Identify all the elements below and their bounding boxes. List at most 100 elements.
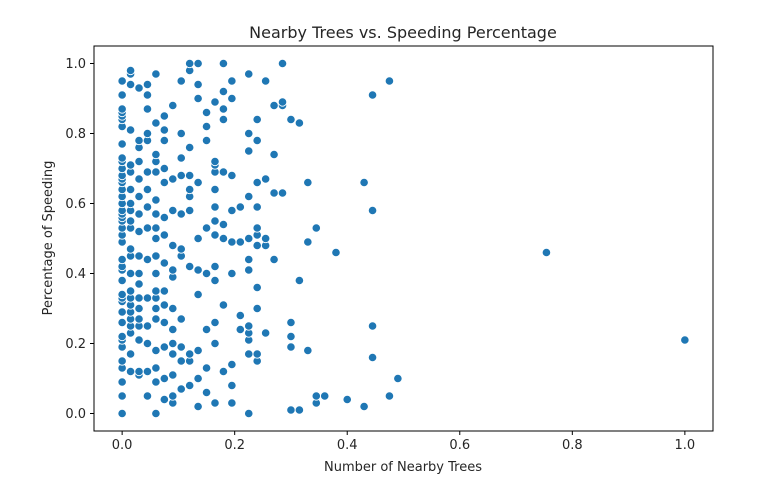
scatter-point bbox=[134, 279, 144, 289]
scatter-point bbox=[311, 391, 321, 401]
scatter-point bbox=[193, 401, 203, 412]
scatter-point bbox=[142, 184, 153, 195]
scatter-point bbox=[244, 254, 254, 265]
scatter-point bbox=[227, 170, 237, 181]
scatter-point bbox=[142, 254, 153, 265]
scatter-point bbox=[142, 90, 153, 100]
scatter-point bbox=[159, 177, 169, 188]
scatter-point bbox=[227, 398, 237, 408]
scatter-point bbox=[134, 135, 144, 146]
scatter-point bbox=[331, 247, 341, 258]
scatter-point bbox=[134, 251, 144, 261]
scatter-point bbox=[117, 139, 127, 149]
scatter-point bbox=[168, 391, 178, 401]
scatter-point bbox=[210, 317, 220, 328]
scatter-point bbox=[117, 289, 127, 300]
x-tick-label: 0.2 bbox=[224, 438, 245, 453]
scatter-point bbox=[125, 160, 136, 170]
scatter-point bbox=[244, 233, 254, 244]
scatter-point bbox=[294, 118, 304, 128]
y-tick-label: 0.0 bbox=[65, 407, 86, 422]
scatter-point bbox=[193, 345, 203, 356]
y-tick-label: 0.2 bbox=[65, 337, 86, 352]
scatter-point bbox=[117, 275, 127, 286]
scatter-point bbox=[303, 345, 313, 356]
scatter-point bbox=[125, 198, 136, 209]
scatter-point bbox=[252, 240, 262, 251]
scatter-point bbox=[286, 317, 296, 328]
scatter-point bbox=[185, 170, 195, 181]
scatter-point bbox=[142, 391, 153, 401]
scatter-point bbox=[159, 317, 169, 328]
scatter-point bbox=[176, 209, 186, 219]
scatter-point bbox=[151, 286, 161, 296]
scatter-point bbox=[151, 209, 161, 219]
scatter-point bbox=[125, 125, 136, 135]
scatter-point bbox=[193, 177, 203, 188]
scatter-point bbox=[151, 149, 161, 160]
scatter-point bbox=[384, 391, 395, 401]
scatter-point bbox=[151, 377, 161, 387]
scatter-point bbox=[244, 321, 254, 331]
scatter-point bbox=[159, 286, 169, 296]
scatter-point bbox=[359, 401, 369, 412]
scatter-point bbox=[125, 65, 136, 76]
scatter-point bbox=[227, 380, 237, 391]
scatter-point bbox=[244, 265, 254, 275]
scatter-point bbox=[134, 335, 144, 345]
scatter-point bbox=[252, 114, 262, 125]
scatter-point bbox=[159, 125, 169, 135]
axes-frame bbox=[93, 45, 714, 432]
scatter-point bbox=[244, 191, 254, 202]
scatter-point bbox=[176, 128, 186, 139]
scatter-point bbox=[168, 100, 178, 111]
scatter-point bbox=[210, 156, 220, 167]
scatter-point bbox=[252, 223, 262, 233]
scatter-point bbox=[125, 79, 136, 90]
scatter-point bbox=[117, 153, 127, 163]
scatter-point bbox=[210, 202, 220, 212]
scatter-point bbox=[151, 251, 161, 261]
scatter-point bbox=[252, 135, 262, 146]
scatter-point bbox=[244, 128, 254, 139]
scatter-point bbox=[227, 237, 237, 247]
x-tick-label: 0.6 bbox=[449, 438, 470, 453]
scatter-point bbox=[159, 163, 169, 174]
scatter-point bbox=[125, 286, 136, 296]
scatter-point bbox=[117, 90, 127, 100]
scatter-point bbox=[218, 104, 229, 114]
scatter-point bbox=[286, 114, 296, 125]
scatter-point bbox=[193, 79, 203, 90]
scatter-point bbox=[142, 128, 153, 139]
scatter-point bbox=[244, 349, 254, 359]
scatter-point bbox=[142, 223, 153, 233]
x-tick-label: 1.0 bbox=[675, 438, 696, 453]
scatter-point bbox=[176, 244, 186, 254]
scatter-point bbox=[244, 146, 254, 156]
scatter-point bbox=[117, 76, 127, 86]
scatter-point bbox=[185, 142, 195, 153]
scatter-point bbox=[142, 338, 153, 349]
scatter-point bbox=[168, 303, 178, 314]
scatter-point bbox=[142, 104, 153, 114]
scatter-point bbox=[117, 377, 127, 387]
scatter-point bbox=[151, 69, 161, 79]
scatter-point bbox=[218, 58, 229, 69]
scatter-point bbox=[134, 366, 144, 377]
scatter-point bbox=[168, 265, 178, 275]
scatter-point bbox=[541, 247, 552, 258]
scatter-point bbox=[210, 338, 220, 349]
scatter-point bbox=[342, 394, 352, 405]
scatter-point bbox=[393, 373, 403, 384]
scatter-point bbox=[134, 226, 144, 237]
scatter-point bbox=[227, 268, 237, 279]
scatter-point bbox=[185, 349, 195, 359]
scatter-point bbox=[151, 118, 161, 128]
scatter-point bbox=[269, 100, 279, 111]
scatter-point bbox=[117, 408, 127, 419]
scatter-point bbox=[134, 83, 144, 93]
scatter-point bbox=[252, 303, 262, 314]
scatter-point bbox=[185, 380, 195, 391]
